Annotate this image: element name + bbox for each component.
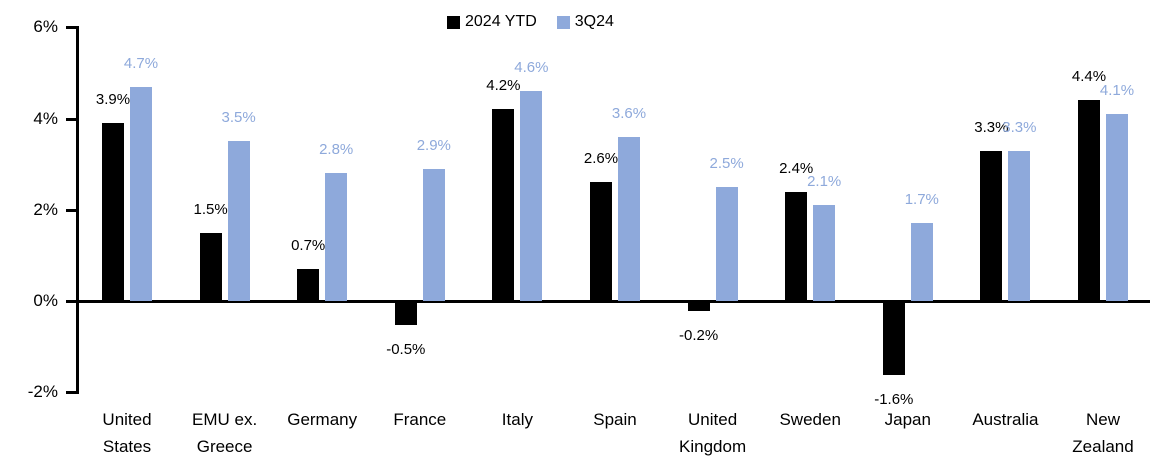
- x-axis-category-label: United Kingdom: [658, 406, 768, 460]
- bar-value-label: 2.4%: [779, 159, 814, 177]
- bar-value-label: 2.5%: [709, 155, 744, 172]
- y-axis-line: [76, 26, 79, 395]
- bar: [130, 86, 152, 301]
- x-axis-category-label-line: Germany: [287, 410, 358, 429]
- bar-value-label: 0.7%: [291, 237, 326, 255]
- bar-value-label: 3.9%: [95, 91, 131, 109]
- bar: [813, 205, 836, 301]
- x-axis-category-label-line: States: [102, 437, 152, 456]
- x-axis-category-label: Spain: [560, 406, 670, 433]
- bar-value-label: 4.6%: [514, 59, 549, 77]
- bar: [1008, 150, 1031, 301]
- x-axis-category-label: Germany: [267, 406, 377, 433]
- bar: [590, 182, 612, 301]
- y-axis-tick: [66, 300, 76, 303]
- bar-value-label: 4.4%: [1071, 68, 1107, 86]
- bar: [199, 232, 222, 301]
- bar: [297, 269, 320, 301]
- bar-value-label: 2.6%: [583, 150, 619, 168]
- bar-value-label: 1.7%: [904, 191, 939, 209]
- bar: [1078, 100, 1100, 301]
- x-axis-category-label-line: Sweden: [779, 410, 841, 429]
- bar-value-label: -1.6%: [874, 390, 914, 408]
- bar-value-label: 3.6%: [611, 104, 647, 122]
- x-axis-category-label: Australia: [950, 406, 1060, 433]
- y-axis-tick: [66, 26, 76, 30]
- x-axis-category-label: France: [365, 406, 475, 433]
- x-axis-category-label-line: New: [1085, 410, 1120, 429]
- bar-value-label: 3.3%: [1002, 118, 1037, 136]
- x-axis-category-label-line: Japan: [884, 410, 931, 429]
- legend-swatch-icon: [447, 15, 460, 29]
- legend-swatch-icon: [556, 15, 570, 29]
- x-axis-line: [76, 300, 1150, 303]
- bar: [715, 187, 738, 301]
- x-axis-category-label-line: Italy: [501, 410, 533, 429]
- bar-value-label: 3.3%: [974, 118, 1009, 136]
- y-axis-tick-label: 4%: [33, 108, 58, 128]
- bar: [687, 302, 710, 312]
- y-axis-tick: [66, 208, 76, 212]
- legend-item: 2024 YTD: [447, 13, 537, 31]
- x-axis-category-label: Sweden: [755, 406, 865, 433]
- legend-label: 3Q24: [574, 13, 614, 30]
- y-axis-tick: [66, 391, 76, 395]
- bar-value-label: 4.2%: [486, 77, 521, 95]
- bar: [422, 168, 445, 301]
- bar: [492, 109, 515, 301]
- x-axis-category-label-line: Zealand: [1072, 437, 1134, 456]
- x-axis-category-label-line: Greece: [196, 437, 253, 456]
- bar-value-label: 4.7%: [123, 54, 159, 72]
- x-axis-category-label-line: France: [393, 410, 447, 429]
- bar-value-label: 2.9%: [416, 136, 451, 154]
- bar-value-label: 1.5%: [193, 200, 228, 218]
- bar-value-label: 3.5%: [221, 109, 256, 127]
- y-axis-tick-label: 6%: [33, 17, 58, 37]
- bar: [785, 191, 808, 301]
- bar: [394, 302, 417, 325]
- bar-value-label: 2.1%: [807, 173, 842, 191]
- y-axis-tick-label: 2%: [33, 199, 58, 219]
- x-axis-category-label: Japan: [853, 406, 963, 433]
- legend-label: 2024 YTD: [465, 13, 537, 30]
- bar: [980, 150, 1003, 301]
- y-axis-tick-label: -2%: [27, 382, 58, 402]
- bar-value-label: -0.5%: [386, 340, 426, 358]
- x-axis-category-label: New Zealand: [1048, 406, 1152, 460]
- x-axis-category-label-line: United: [688, 410, 738, 429]
- legend: 2024 YTD 3Q24: [447, 13, 614, 31]
- y-axis-tick: [66, 117, 76, 121]
- x-axis-category-label: EMU ex. Greece: [170, 406, 280, 460]
- bar: [882, 302, 905, 375]
- bar: [618, 136, 640, 301]
- bar: [227, 141, 250, 301]
- x-axis-category-label-line: Australia: [972, 410, 1039, 429]
- bar-value-label: -0.2%: [679, 327, 719, 345]
- bar: [910, 223, 933, 301]
- x-axis-category-label: United States: [72, 406, 182, 460]
- x-axis-category-label-line: Spain: [593, 410, 637, 429]
- x-axis-category-label-line: EMU ex.: [192, 410, 258, 429]
- x-axis-category-label: Italy: [462, 406, 572, 433]
- bar: [102, 123, 124, 301]
- y-axis-tick-label: 0%: [33, 291, 58, 310]
- bar: [520, 91, 543, 301]
- bar-value-label: 4.1%: [1099, 82, 1135, 100]
- legend-item: 3Q24: [556, 13, 614, 31]
- x-axis-category-label-line: United: [102, 410, 152, 429]
- bar: [1106, 114, 1128, 301]
- bar-value-label: 2.8%: [319, 141, 354, 159]
- x-axis-category-label-line: Kingdom: [679, 437, 747, 456]
- bar: [325, 173, 348, 301]
